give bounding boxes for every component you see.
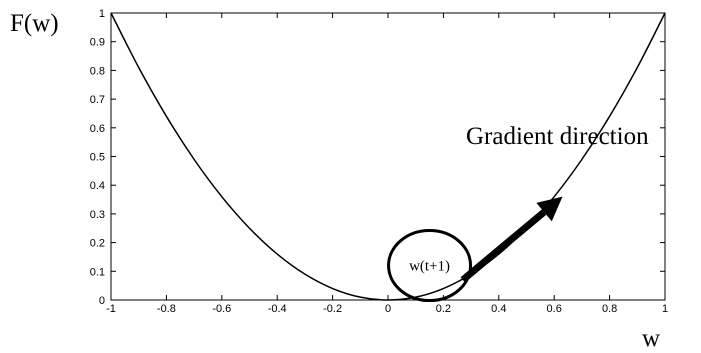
- y-tick-label: 0.5: [90, 152, 105, 164]
- y-tick-label: 0: [99, 295, 105, 307]
- gradient-arrow: [460, 209, 547, 283]
- x-tick-label: 1: [662, 303, 668, 315]
- x-tick-label: 0.8: [602, 303, 617, 315]
- plot-frame: [110, 12, 666, 301]
- x-tick-label: -0.4: [268, 303, 287, 315]
- y-tick-label: 0.2: [90, 238, 105, 250]
- x-tick-label: -1: [106, 303, 116, 315]
- y-tick-label: 0.1: [90, 266, 105, 278]
- ticks: -1 -0.8 -0.6 -0.4 -0.2 0 0.2 0.4 0.6 0.8 1 0 0.1 0.2 0…: [90, 8, 668, 315]
- series-group: [110, 12, 666, 301]
- plot-area: [110, 12, 666, 301]
- x-tick-label: 0.4: [491, 303, 506, 315]
- x-tick-label: -0.2: [323, 303, 342, 315]
- w-t-plus-1-circle: [387, 229, 473, 303]
- y-tick-label: 0.6: [90, 123, 105, 135]
- y-axis-label: F(w): [10, 10, 59, 37]
- gradient-arrow-head: [536, 196, 563, 222]
- x-tick-label: -0.8: [157, 303, 176, 315]
- y-tick-label: 0.4: [90, 180, 105, 192]
- x-tick-label: 0.6: [547, 303, 562, 315]
- parabola-curve: [110, 12, 666, 301]
- y-tick-label: 0.3: [90, 209, 105, 221]
- y-tick-label: 0.8: [90, 65, 105, 77]
- x-axis-label: w: [642, 325, 660, 352]
- w-t-plus-1-label: w(t+1): [409, 259, 450, 275]
- y-tick-label: 0.9: [90, 37, 105, 49]
- x-tick-label: 0: [385, 303, 391, 315]
- annotations: Gradient direction w(t+1): [387, 123, 649, 303]
- gradient-direction-label: Gradient direction: [466, 123, 649, 150]
- x-tick-label: -0.6: [212, 303, 231, 315]
- y-tick-label: 0.7: [90, 94, 105, 106]
- y-tick-label: 1: [99, 8, 105, 20]
- x-tick-label: 0.2: [436, 303, 451, 315]
